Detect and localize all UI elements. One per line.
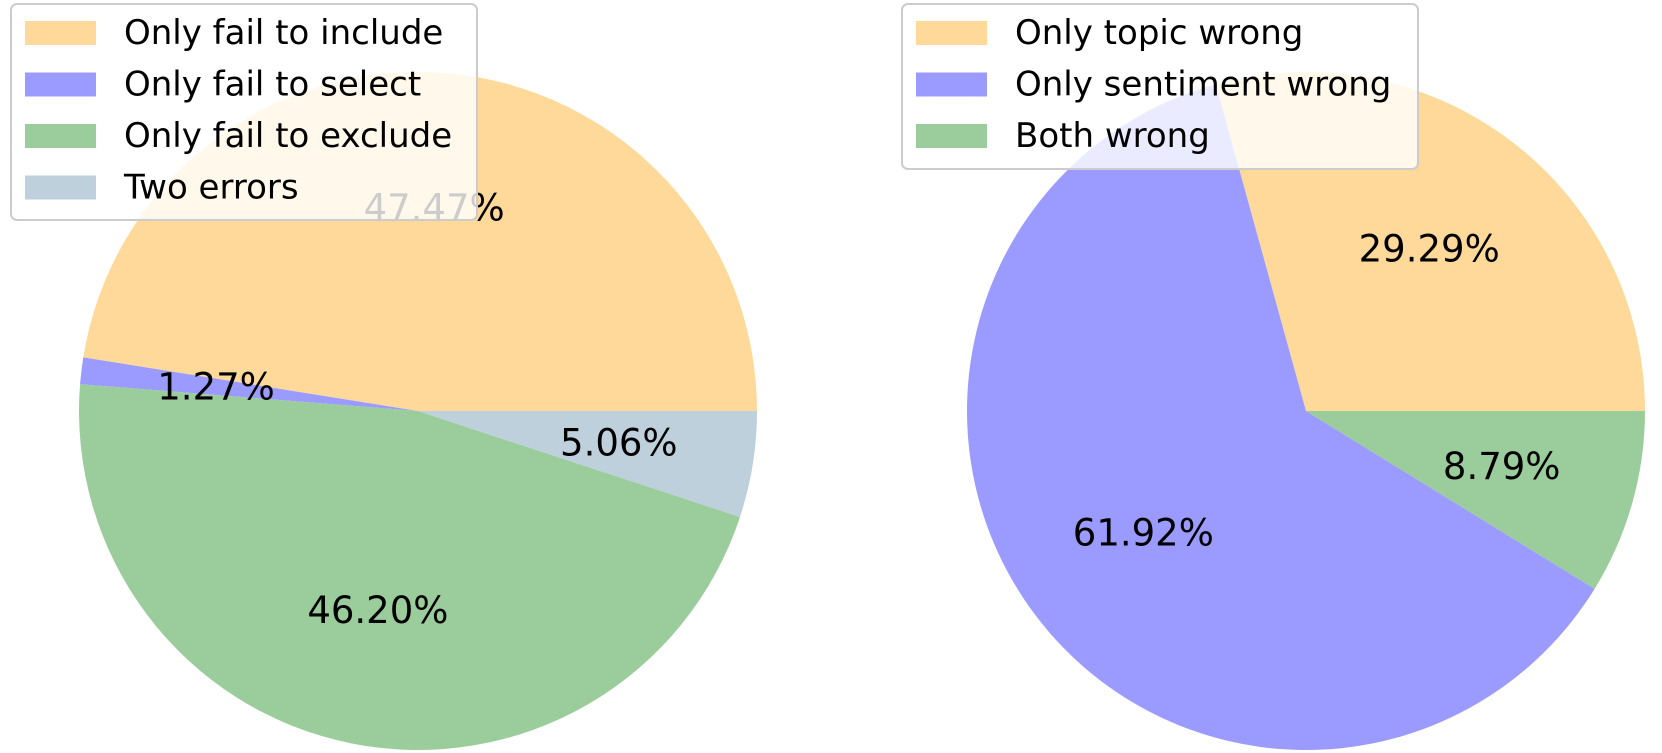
legend-swatch bbox=[25, 124, 96, 148]
pie-slice-percent-label: 29.29% bbox=[1359, 228, 1500, 271]
right-pie-chart: 29.29% 61.92% 8.79% Only topic wrong Only se… bbox=[901, 3, 1645, 750]
legend-entry-label: Two errors bbox=[123, 168, 299, 208]
legend-frame bbox=[10, 3, 478, 221]
legend: Only topic wrong Only sentiment wrong Both… bbox=[901, 3, 1419, 170]
left-pie-chart: 47.47%1.27%46.20%5.06%Only fail to inclu… bbox=[10, 3, 757, 750]
legend-swatch bbox=[25, 175, 96, 200]
pie-slice-percent-label: 5.06% bbox=[560, 422, 678, 465]
legend-entry-label: Only fail to include bbox=[124, 13, 443, 53]
legend-frame bbox=[901, 3, 1419, 170]
legend-swatch bbox=[916, 21, 987, 45]
pie-slice-only-fail-to-select bbox=[80, 357, 419, 411]
pie-slice-only-fail-to-exclude bbox=[79, 384, 741, 750]
pie-slice-only-sentiment-wrong bbox=[967, 84, 1595, 750]
pie-slice-percent-label: 46.20% bbox=[307, 589, 448, 632]
legend-entry-label: Both wrong bbox=[1015, 116, 1210, 156]
legend-swatch bbox=[916, 72, 987, 97]
legend-swatch bbox=[916, 124, 987, 148]
pie-slice-percent-label: 8.79% bbox=[1443, 445, 1561, 488]
pie-slice-two-errors bbox=[418, 411, 757, 517]
legend-entry-label: Only topic wrong bbox=[1015, 13, 1303, 53]
legend-entry-label: Only fail to select bbox=[124, 65, 421, 105]
pie-slice-both-wrong bbox=[1306, 411, 1645, 589]
legend-entry-label: Only sentiment wrong bbox=[1015, 65, 1391, 105]
legend: Only fail to include Only fail to select O… bbox=[10, 3, 478, 221]
legend-swatch bbox=[25, 21, 96, 45]
pie-slice-percent-label: 1.27% bbox=[157, 365, 275, 408]
legend-swatch bbox=[25, 72, 96, 97]
legend-entry-label: Only fail to exclude bbox=[124, 116, 452, 156]
pie-slice-percent-label: 61.92% bbox=[1073, 512, 1214, 555]
